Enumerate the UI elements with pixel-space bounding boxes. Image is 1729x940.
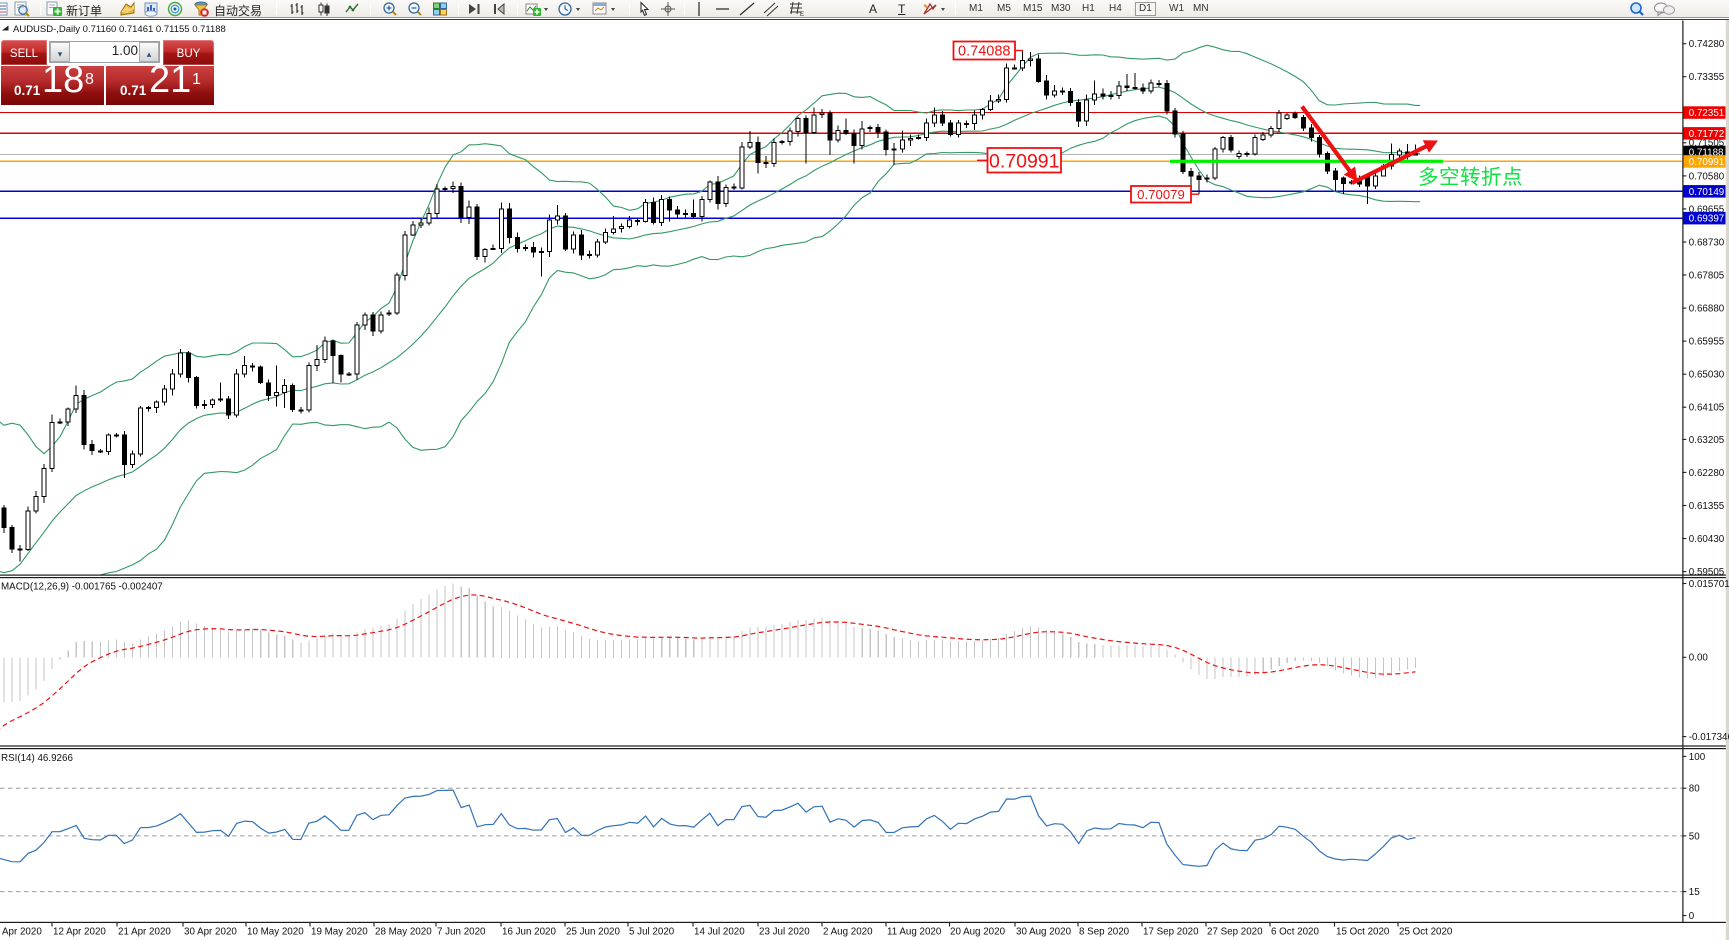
svg-text:16 Jun 2020: 16 Jun 2020 <box>502 927 556 938</box>
svg-text:0.70580: 0.70580 <box>1689 171 1725 182</box>
svg-text:19 May 2020: 19 May 2020 <box>311 927 368 938</box>
svg-text:30 Aug 2020: 30 Aug 2020 <box>1016 927 1072 938</box>
svg-text:12 Apr 2020: 12 Apr 2020 <box>53 927 106 938</box>
svg-text:0.68730: 0.68730 <box>1689 237 1725 248</box>
svg-text:0.59505: 0.59505 <box>1689 567 1725 578</box>
svg-text:15: 15 <box>1689 887 1700 898</box>
svg-text:25 Jun 2020: 25 Jun 2020 <box>566 927 620 938</box>
svg-text:0.70991: 0.70991 <box>1689 157 1724 168</box>
svg-text:0.62280: 0.62280 <box>1689 468 1725 479</box>
svg-text:21 Apr 2020: 21 Apr 2020 <box>118 927 171 938</box>
svg-text:28 May 2020: 28 May 2020 <box>375 927 432 938</box>
svg-text:23 Jul 2020: 23 Jul 2020 <box>759 927 810 938</box>
svg-text:14 Jul 2020: 14 Jul 2020 <box>694 927 745 938</box>
svg-text:0: 0 <box>1689 911 1695 922</box>
svg-text:0.74088: 0.74088 <box>958 44 1010 60</box>
svg-text:0.61355: 0.61355 <box>1689 501 1725 512</box>
svg-text:5 Jul 2020: 5 Jul 2020 <box>629 927 675 938</box>
svg-text:0.74280: 0.74280 <box>1689 39 1725 50</box>
svg-text:80: 80 <box>1689 784 1700 795</box>
svg-text:0.71505: 0.71505 <box>1689 138 1725 149</box>
svg-text:0.65030: 0.65030 <box>1689 370 1725 381</box>
svg-text:30 Apr 2020: 30 Apr 2020 <box>184 927 237 938</box>
svg-text:0.71772: 0.71772 <box>1689 129 1724 140</box>
svg-text:0.71188: 0.71188 <box>1689 147 1724 158</box>
svg-text:0.73355: 0.73355 <box>1689 72 1725 83</box>
svg-text:27 Sep 2020: 27 Sep 2020 <box>1207 927 1263 938</box>
svg-text:0.015701: 0.015701 <box>1689 579 1729 590</box>
svg-text:0.70149: 0.70149 <box>1689 187 1724 198</box>
svg-text:25 Oct 2020: 25 Oct 2020 <box>1399 927 1453 938</box>
svg-text:0.66880: 0.66880 <box>1689 304 1725 315</box>
svg-text:RSI(14) 46.9266: RSI(14) 46.9266 <box>1 753 73 764</box>
svg-text:6 Oct 2020: 6 Oct 2020 <box>1271 927 1319 938</box>
svg-text:8 Sep 2020: 8 Sep 2020 <box>1079 927 1130 938</box>
svg-text:50: 50 <box>1689 831 1700 842</box>
svg-text:0.60430: 0.60430 <box>1689 534 1725 545</box>
svg-text:AUDUSD-,Daily 0.71160 0.71461: AUDUSD-,Daily 0.71160 0.71461 0.71155 0.… <box>13 24 226 35</box>
svg-text:0.65955: 0.65955 <box>1689 337 1725 348</box>
svg-text:0.00: 0.00 <box>1689 653 1709 664</box>
svg-text:100: 100 <box>1689 752 1706 763</box>
svg-text:17 Sep 2020: 17 Sep 2020 <box>1143 927 1199 938</box>
svg-text:MACD(12,26,9) -0.001765 -0.002: MACD(12,26,9) -0.001765 -0.002407 <box>1 582 163 593</box>
svg-text:0.63205: 0.63205 <box>1689 435 1725 446</box>
svg-text:10 May 2020: 10 May 2020 <box>247 927 304 938</box>
svg-text:0.70991: 0.70991 <box>989 150 1060 172</box>
svg-text:15 Oct 2020: 15 Oct 2020 <box>1336 927 1390 938</box>
svg-text:0.69655: 0.69655 <box>1689 204 1725 215</box>
svg-text:0.64105: 0.64105 <box>1689 403 1725 414</box>
svg-text:0.72351: 0.72351 <box>1689 108 1724 119</box>
svg-text:0.70079: 0.70079 <box>1137 187 1185 202</box>
svg-text:7 Jun 2020: 7 Jun 2020 <box>437 927 486 938</box>
svg-text:0.67805: 0.67805 <box>1689 270 1725 281</box>
svg-text:0.69397: 0.69397 <box>1689 214 1724 225</box>
svg-text:Apr 2020: Apr 2020 <box>2 927 42 938</box>
svg-text:E: E <box>800 12 804 17</box>
svg-text:多空转折点: 多空转折点 <box>1418 166 1523 189</box>
svg-text:-0.017346: -0.017346 <box>1689 732 1729 743</box>
svg-text:2 Aug 2020: 2 Aug 2020 <box>823 927 873 938</box>
svg-text:20 Aug 2020: 20 Aug 2020 <box>950 927 1006 938</box>
svg-text:11 Aug 2020: 11 Aug 2020 <box>887 927 942 938</box>
